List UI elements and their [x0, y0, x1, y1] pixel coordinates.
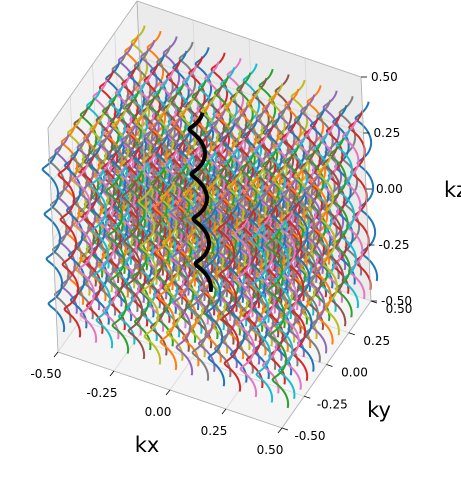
y-tick-label: -0.25 — [317, 397, 348, 411]
z-tick-label: 0.25 — [374, 126, 401, 140]
series-line — [159, 181, 184, 361]
highlight-series-line — [187, 112, 214, 293]
series-line — [137, 185, 162, 365]
series-line — [201, 206, 226, 387]
series-line — [255, 213, 280, 394]
y-tick-label: 0.25 — [363, 334, 390, 348]
x-tick-mark — [165, 389, 171, 396]
series-line — [249, 223, 274, 403]
y-tick-mark — [348, 332, 355, 336]
series-line — [89, 168, 114, 349]
y-tick-mark — [326, 364, 333, 367]
axis-edge — [136, 0, 362, 78]
z-tick-label: 0.00 — [376, 182, 403, 196]
series-line — [79, 154, 104, 334]
series-line — [175, 186, 200, 367]
series-line — [63, 148, 88, 329]
x-axis-label: kx — [135, 433, 160, 457]
series-line — [223, 203, 248, 383]
series-line — [169, 195, 194, 376]
series-line — [127, 170, 152, 351]
series-line — [121, 179, 146, 360]
x-tick-label: 0.25 — [201, 424, 228, 438]
series-line — [217, 212, 242, 392]
y-tick-mark — [304, 395, 311, 399]
y-tick-label: -0.50 — [294, 429, 325, 443]
z-tick-label: -0.25 — [379, 238, 410, 252]
series-line — [153, 190, 178, 371]
x-tick-mark — [109, 370, 115, 377]
y-axis-label: ky — [367, 398, 391, 422]
y-tick-label: 0.00 — [341, 366, 368, 380]
z-axis-label: kz — [444, 178, 461, 202]
axis-edge — [47, 0, 138, 129]
series-line — [233, 217, 258, 398]
series-group — [41, 25, 379, 409]
series-line — [111, 165, 136, 345]
x-tick-mark — [277, 427, 283, 434]
series-line — [95, 159, 120, 340]
series-line — [105, 174, 130, 354]
y-tick-label: 0.50 — [386, 302, 413, 316]
series-line — [143, 175, 168, 356]
axis-edge — [47, 127, 59, 353]
series-line — [73, 163, 98, 343]
x-tick-mark — [53, 351, 59, 358]
x-tick-label: -0.25 — [86, 386, 117, 400]
series-line — [207, 197, 232, 378]
series-line — [271, 219, 296, 399]
series-line — [239, 208, 264, 389]
x-tick-label: -0.50 — [30, 367, 61, 381]
tick-labels: -0.50-0.250.000.250.50-0.50-0.250.000.25… — [30, 70, 412, 457]
series-line — [265, 228, 290, 409]
x-tick-mark — [221, 408, 227, 415]
z-tick-label: 0.50 — [371, 70, 398, 84]
x-tick-label: 0.50 — [257, 443, 284, 457]
axis-edge — [136, 0, 148, 226]
series-line — [41, 152, 66, 333]
series-line — [185, 201, 210, 381]
y-tick-mark — [281, 427, 289, 431]
series-line — [47, 143, 72, 323]
series-line — [57, 157, 82, 338]
z-tick-label: -0.50 — [381, 294, 412, 308]
x-tick-label: 0.00 — [145, 405, 172, 419]
